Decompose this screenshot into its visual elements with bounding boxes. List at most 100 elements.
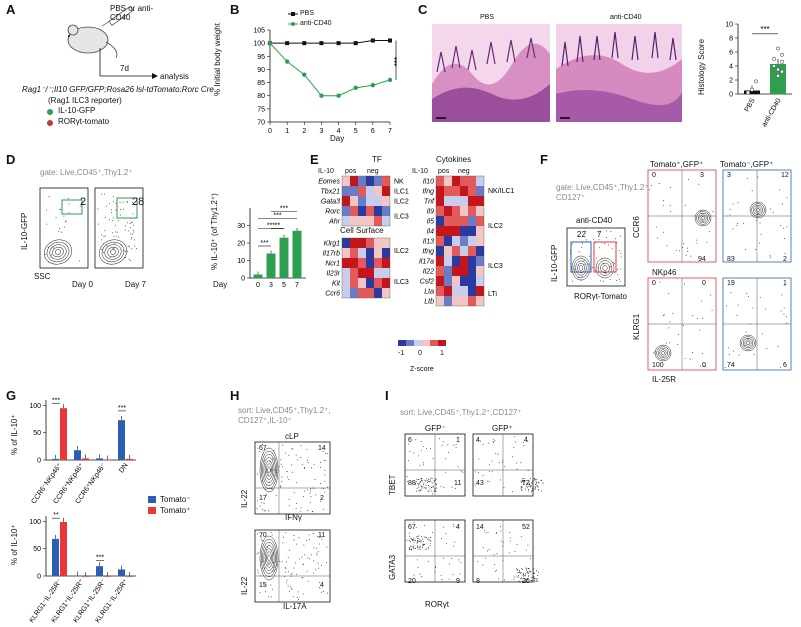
h-il22-2: IL-22 — [240, 576, 249, 595]
f-contour — [746, 341, 750, 345]
h-event — [307, 557, 309, 559]
d-event — [128, 258, 130, 260]
i-event — [408, 539, 410, 541]
e-surface-gene: Klrg1 — [324, 241, 340, 248]
e-cyto-cell — [476, 256, 484, 266]
e-cyto-cell — [452, 186, 460, 196]
i-event — [527, 572, 529, 574]
d-event — [58, 231, 60, 233]
f-event — [744, 249, 746, 251]
h-event — [301, 464, 303, 466]
h-event — [267, 474, 269, 476]
g1-bar — [118, 420, 125, 460]
i-event — [450, 558, 452, 560]
panel-label-g: G — [6, 388, 17, 403]
g1-bar — [82, 458, 89, 460]
d-event — [46, 209, 48, 211]
h-event — [288, 505, 290, 507]
f-event — [684, 204, 686, 206]
h-event — [270, 468, 272, 470]
i-event — [487, 531, 489, 533]
f-event — [668, 327, 670, 329]
i-event — [411, 548, 413, 550]
h-event — [311, 467, 313, 469]
h-event — [271, 488, 273, 490]
h-event — [325, 562, 327, 564]
h-event — [298, 598, 300, 600]
panel-label-e: E — [310, 152, 319, 167]
i-event — [480, 440, 482, 442]
h-event — [310, 488, 312, 490]
d-event — [101, 193, 103, 195]
i-event — [514, 550, 516, 552]
i-event — [520, 536, 522, 538]
h-event — [320, 461, 322, 463]
i-event — [500, 540, 502, 542]
f-event — [699, 329, 701, 331]
i-event — [502, 559, 504, 561]
e-colorbar-cell — [414, 340, 422, 346]
f-event — [746, 292, 748, 294]
e-surface-cell — [374, 238, 382, 248]
f-main-event — [595, 257, 597, 259]
e-tf-group: NK — [394, 179, 404, 186]
i-event — [440, 574, 442, 576]
f-event — [747, 338, 749, 340]
c-point — [772, 64, 776, 68]
f-event — [727, 347, 729, 349]
f-main-event — [597, 232, 599, 234]
d-contour — [43, 239, 73, 265]
b-point — [319, 41, 324, 46]
d-event — [114, 242, 116, 244]
f-event — [668, 292, 670, 294]
d-event — [109, 257, 111, 259]
legend-dots — [47, 109, 53, 126]
e-cyto-cell — [444, 276, 452, 286]
e-surface-cell — [382, 278, 390, 288]
d-event — [68, 212, 70, 214]
i-event — [535, 484, 537, 486]
h-event — [303, 496, 305, 498]
g-legend-swatches — [148, 496, 156, 514]
h-event — [288, 455, 290, 457]
i-rorgt: RORγt — [425, 600, 449, 609]
f-main-event — [577, 235, 579, 237]
i-event — [425, 484, 427, 486]
h-event — [303, 544, 305, 546]
h-contour — [262, 454, 276, 486]
i-event — [420, 480, 422, 482]
g1-bar — [52, 458, 59, 460]
i-p3-1: 4 — [456, 524, 460, 531]
e-surface-cell — [366, 258, 374, 268]
i-event — [428, 537, 430, 539]
i-event — [532, 480, 534, 482]
i-p4-0: 14 — [476, 524, 484, 531]
h-event — [271, 570, 273, 572]
f-event — [732, 228, 734, 230]
b-ylabel: % Initial body weight — [213, 23, 222, 96]
e-cyto-cell — [452, 226, 460, 236]
i-event — [537, 481, 539, 483]
i-event — [422, 462, 424, 464]
h-event — [280, 459, 282, 461]
g2-bar — [126, 576, 133, 577]
i-event — [509, 540, 511, 542]
e-cyto-cell — [460, 196, 468, 206]
h-event — [292, 448, 294, 450]
f-main-event — [615, 238, 617, 240]
e-il10-label-2: IL-10 — [412, 168, 428, 175]
i-event — [419, 540, 421, 542]
e-tf-cell — [350, 196, 358, 206]
h-plot-frame — [254, 529, 331, 603]
i-event — [515, 462, 517, 464]
i-event — [512, 491, 514, 493]
f-event — [759, 222, 761, 224]
h-event — [284, 566, 286, 568]
i-event — [527, 440, 529, 442]
e-tf-cell — [358, 206, 366, 216]
h-event — [284, 571, 286, 573]
i-event — [494, 440, 496, 442]
i-event — [439, 437, 441, 439]
i-event — [431, 493, 433, 495]
